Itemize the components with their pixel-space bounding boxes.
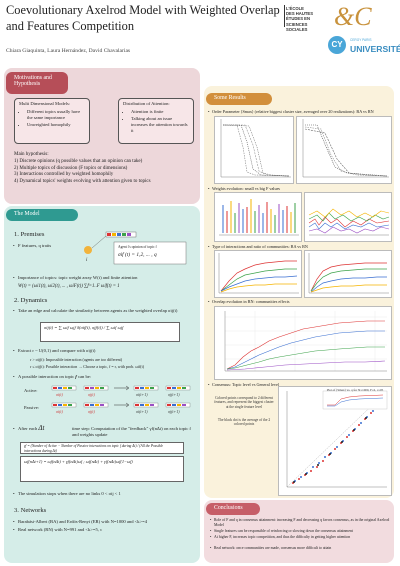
- conclusion-item: Role of F and q in consensus attainment:…: [210, 518, 390, 527]
- section-dynamics: 2. Dynamics: [14, 297, 48, 304]
- svg-text:σi(t): σi(t): [56, 392, 64, 397]
- svg-text:σj(t): σj(t): [88, 409, 96, 414]
- model-tab: The Model: [6, 209, 78, 221]
- active-label: Active:: [24, 388, 38, 393]
- feedback-formula: γf = (Number of Active − Number of Passi…: [20, 442, 184, 454]
- overlap-formula: σij(t) = ∑ ωif ωjf δ(σif(t), σjf(t)) / ∑…: [40, 322, 180, 342]
- result-item-interactions: Type of interactions and ratio of commun…: [208, 244, 392, 249]
- agent-opinion-box: [113, 241, 187, 265]
- box-title: Distribution of Attention:: [123, 101, 170, 106]
- agent-opinion-label: Agent i's opinion of topic f: [118, 245, 157, 249]
- logos: L'ÉCOLE DES HAUTES ÉTUDES EN SCIENCES SO…: [280, 2, 400, 64]
- result-item-weights: Weights evolution: small vs big F values: [208, 186, 392, 191]
- list-item: Different topics usually have the same i…: [27, 109, 85, 121]
- order-parameter-plot-rn: [296, 116, 392, 184]
- model-panel: [4, 206, 200, 563]
- possible-topic-head: A possible interaction on topic: [18, 374, 75, 379]
- weights-plot-small-f: [214, 192, 302, 242]
- weights-update-formula: ωf(nΔt+1) = ωf(nΔt) + γf(nΔt)ωf ; ωf(nΔt…: [20, 456, 184, 482]
- cy-logo-name: UNIVERSITÉ: [350, 44, 400, 54]
- weights-plot-big-f: [304, 192, 392, 242]
- consensus-note-average: The black dot is the average of the 2 co…: [217, 418, 271, 427]
- possible-topic-symbol: f: [75, 374, 77, 379]
- network-item: Real network (RN) with N=991 and <k>=5, …: [13, 527, 194, 533]
- svg-text:σi(t+1): σi(t+1): [136, 392, 148, 397]
- features-text: F features, q traits: [13, 243, 51, 249]
- hypothesis-item: 4) Dynamical topics' weights evolving wi…: [14, 179, 151, 185]
- trait-cell: [127, 233, 131, 236]
- interactions-plot-ba: [214, 250, 302, 298]
- main-hypothesis: Main hypothesis: 1) Discrete opinions (q…: [14, 152, 198, 186]
- conclusions-tab: Conclusions: [206, 503, 260, 515]
- extract-text: Extract r ~ U(0,1) and compare with σij(…: [13, 348, 95, 354]
- take-edge-text: Take an edge and calculate the similarit…: [13, 308, 194, 314]
- cy-logo-badge: CY: [328, 36, 346, 54]
- after-each-label: After each Δt: [13, 424, 45, 432]
- active-row: σi(t) σj(t) σi(t+1) σj(t+1): [51, 385, 191, 397]
- section-premises: 1. Premises: [14, 231, 45, 238]
- authors: Chiara Giaquinta, Laura Hernández, David…: [6, 48, 131, 54]
- result-item-order-parameter: Order Parameter ⟨Smax⟩ (relative biggest…: [208, 109, 392, 114]
- time-step-text: time step: Computation of the "feedback"…: [72, 426, 191, 437]
- agent-diagram: i: [84, 231, 187, 265]
- conclusion-item: Real network: once communities are made,…: [210, 546, 390, 551]
- list-item: Talking about an issue increases the att…: [131, 116, 189, 134]
- poster-title: Coevolutionary Axelrod Model with Weight…: [6, 3, 280, 33]
- simulation-stops-text: The simulation stops when there are no l…: [13, 491, 121, 497]
- importance-formula: W(t) = (ωi1(t), ωi2(t), ... , ωiF(t)) ∑f…: [18, 284, 120, 289]
- result-item-consensus: Consensus: Topic level vs General level: [208, 382, 392, 387]
- results-tab: Some Results: [206, 93, 272, 105]
- svg-text:σi(t): σi(t): [56, 409, 64, 414]
- svg-text:i: i: [86, 258, 88, 263]
- svg-text:σj(t+1): σj(t+1): [168, 392, 180, 397]
- order-parameter-plot-ba: [214, 116, 294, 184]
- hypothesis-item: 2) Multiple topics of discussion (F topi…: [14, 165, 128, 171]
- consensus-note: Colored points correspond to 2 different…: [214, 396, 274, 409]
- list-item: Attention is finite: [131, 109, 189, 115]
- hypothesis-title: Main hypothesis:: [14, 152, 49, 157]
- conclusion-item: Single features can be responsible of re…: [210, 529, 390, 534]
- ehess-logo: L'ÉCOLE DES HAUTES ÉTUDES EN SCIENCES SO…: [286, 6, 313, 32]
- importance-text: Importance of topics: topic weight array…: [13, 275, 194, 281]
- svg-text:σi(t+1): σi(t+1): [136, 409, 148, 414]
- svg-text:σj(t+1): σj(t+1): [168, 409, 180, 414]
- possible-interaction: r ≤ σij(t): Possible interaction → Choos…: [30, 364, 145, 369]
- network-item: Barabási-Albert (BA) and Erdös-Renyi (ER…: [13, 519, 194, 525]
- cy-logo-subtitle: CERGY PARIS: [350, 38, 372, 42]
- passive-row: σi(t) σj(t) σi(t+1) σj(t+1): [51, 402, 191, 414]
- box-multi-dimensional: Multi Dimensional Models: Different topi…: [14, 98, 90, 144]
- consensus-inset-label: Plot of ⟨Smax⟩ vs. q for N=1000, F=2, c=…: [326, 388, 384, 392]
- possible-topic-tail: can be:: [77, 374, 92, 379]
- cams-logo: &C: [334, 2, 372, 31]
- consensus-plot: [278, 386, 392, 496]
- ehess-logo-bar: [284, 5, 285, 27]
- trait-cell: [112, 233, 116, 236]
- impossible-interaction: r > σij(t): Impossible interaction (agen…: [30, 357, 123, 362]
- svg-text:σj(t): σj(t): [88, 392, 96, 397]
- trait-cell: [107, 233, 111, 236]
- agent-opinion-formula: σif (t) = 1,2, ... , q: [118, 252, 157, 258]
- agent-node: [84, 246, 92, 254]
- section-networks: 3. Networks: [14, 507, 47, 514]
- possible-topic-text: A possible interaction on topic f can be…: [13, 374, 92, 380]
- connector-line: [91, 235, 107, 249]
- motivations-tab: Motivations and Hypothesis: [6, 72, 68, 94]
- hypothesis-item: 1) Discrete opinions (q possible values …: [14, 158, 143, 164]
- box-title: Multi Dimensional Models:: [19, 101, 71, 106]
- passive-label: Passive:: [24, 405, 40, 410]
- overlap-evolution-plot: [214, 306, 392, 380]
- delta-t-symbol: Δt: [38, 424, 45, 432]
- hypothesis-item: 3) Interactions controlled by weighted h…: [14, 172, 114, 178]
- result-item-overlap: Overlap evolution in RN: communities eff…: [208, 299, 392, 304]
- conclusion-item: At higher F, increases topic competition…: [210, 535, 390, 540]
- trait-cell: [122, 233, 126, 236]
- after-each-text: After each: [18, 426, 38, 431]
- trait-cell: [117, 233, 121, 236]
- interaction-diagram: σi(t) σj(t) σi(t+1) σj(t+1) σi(t) σj(t) …: [51, 385, 191, 414]
- box-attention: Distribution of Attention: Attention is …: [118, 98, 194, 144]
- interactions-plot-rn: [304, 250, 392, 298]
- list-item: Unweighted homophily: [27, 122, 85, 128]
